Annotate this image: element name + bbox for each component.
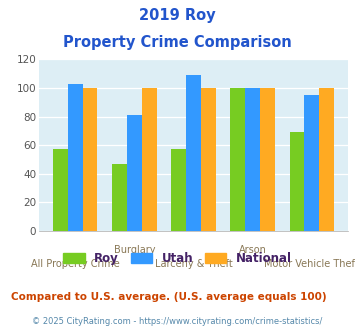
Bar: [230, 88, 245, 231]
Bar: [142, 88, 157, 231]
Bar: [260, 88, 275, 231]
Bar: [304, 95, 319, 231]
Bar: [171, 149, 186, 231]
Text: Motor Vehicle Theft: Motor Vehicle Theft: [264, 259, 355, 269]
Bar: [127, 115, 142, 231]
Bar: [290, 132, 304, 231]
Text: Larceny & Theft: Larceny & Theft: [154, 259, 233, 269]
Text: All Property Crime: All Property Crime: [31, 259, 120, 269]
Bar: [245, 88, 260, 231]
Bar: [68, 84, 83, 231]
Bar: [319, 88, 334, 231]
Bar: [112, 164, 127, 231]
Text: Property Crime Comparison: Property Crime Comparison: [63, 35, 292, 50]
Text: Compared to U.S. average. (U.S. average equals 100): Compared to U.S. average. (U.S. average …: [11, 292, 326, 302]
Bar: [186, 75, 201, 231]
Text: 2019 Roy: 2019 Roy: [139, 8, 216, 23]
Text: Burglary: Burglary: [114, 245, 155, 255]
Text: Arson: Arson: [239, 245, 267, 255]
Legend: Roy, Utah, National: Roy, Utah, National: [59, 247, 296, 270]
Bar: [53, 149, 68, 231]
Bar: [201, 88, 215, 231]
Bar: [83, 88, 97, 231]
Text: © 2025 CityRating.com - https://www.cityrating.com/crime-statistics/: © 2025 CityRating.com - https://www.city…: [32, 317, 323, 326]
